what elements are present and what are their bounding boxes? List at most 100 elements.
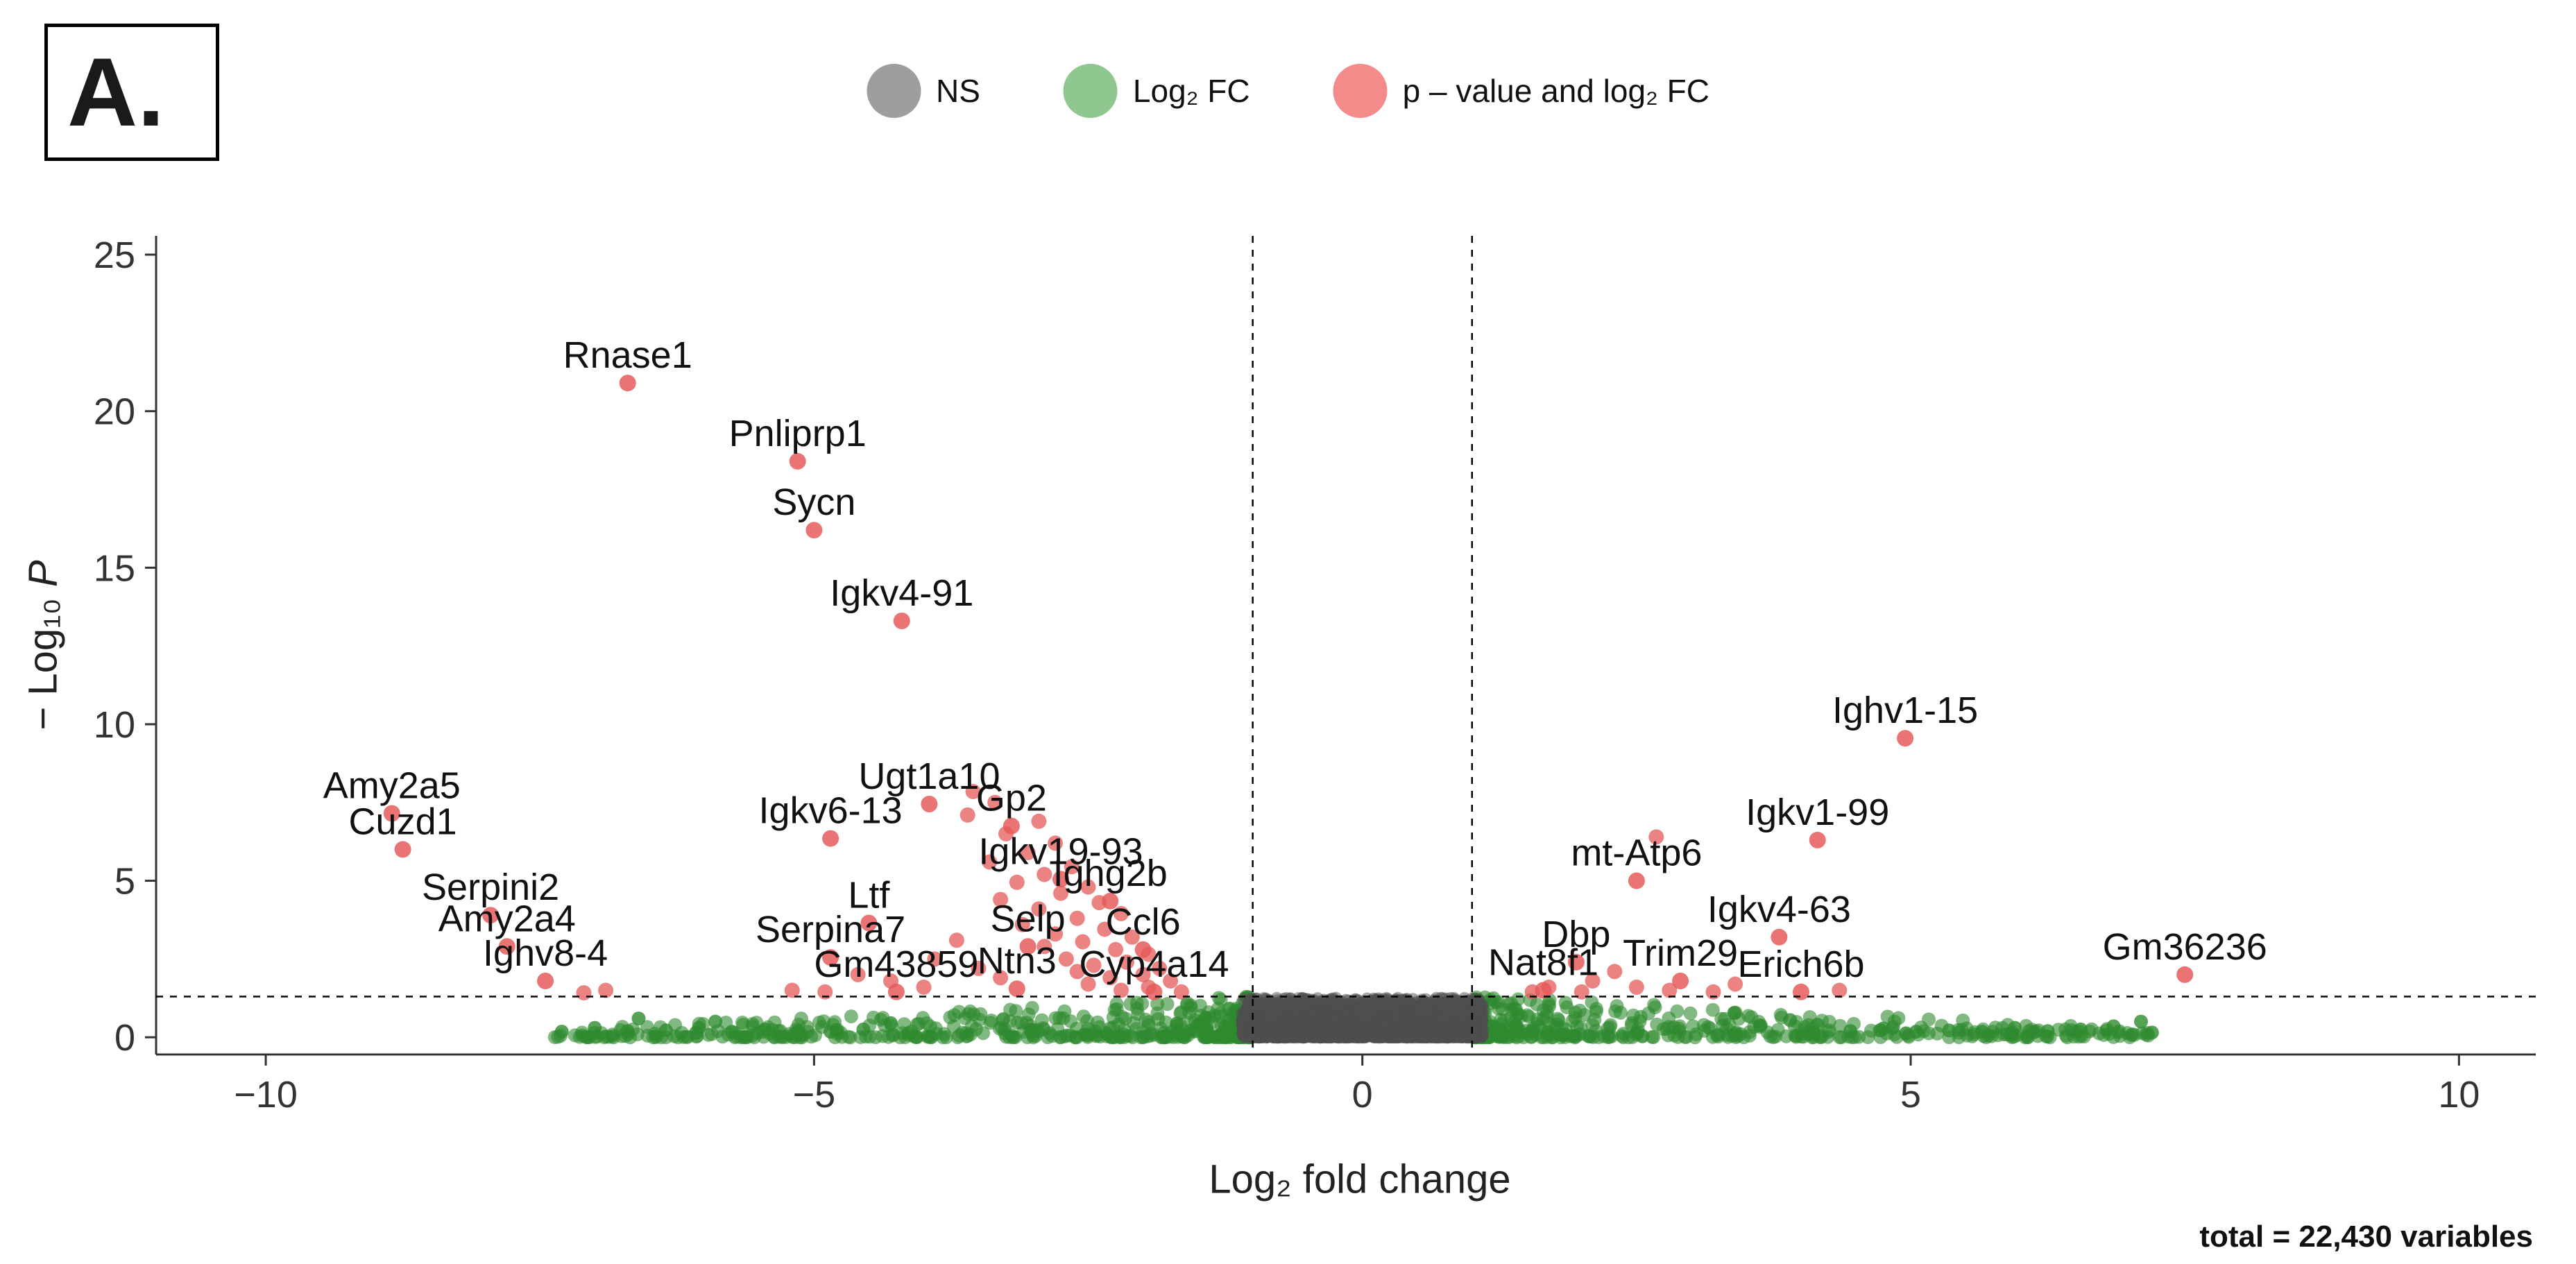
x-tick-label: −10 [234, 1074, 298, 1116]
significant-point [965, 784, 981, 799]
fc-point [1107, 1030, 1121, 1045]
significant-point [1102, 970, 1118, 986]
labeled-gene-point [482, 907, 500, 924]
panel-label-box: A. [44, 24, 219, 161]
fc-point [758, 1022, 772, 1036]
fc-point [1068, 1030, 1082, 1045]
fc-point [923, 1030, 938, 1045]
significant-point [598, 982, 614, 998]
fc-point [1585, 995, 1599, 1009]
fc-point [1180, 996, 1195, 1010]
significant-point [987, 794, 1003, 810]
fc-point [856, 1022, 871, 1036]
significant-point [1048, 835, 1064, 851]
ns-point [1317, 999, 1330, 1012]
fc-point [1118, 1011, 1133, 1026]
gene-label: Ighg2b [1053, 853, 1168, 894]
gene-labels: Rnase1 Pnliprp1 Sycn Igkv4-91 Ighv1-15 Amy2a5… [323, 334, 2267, 985]
labeled-gene-point [887, 983, 905, 1000]
fc-point [597, 1030, 611, 1045]
ns-point [1476, 998, 1489, 1011]
fc-point [1555, 1028, 1569, 1043]
labeled-gene-point [893, 613, 910, 629]
fc-point [2144, 1025, 2159, 1040]
labeled-gene-point [1134, 941, 1152, 958]
fc-point [1942, 1023, 1956, 1038]
ns-point [1352, 1031, 1365, 1044]
fc-point [1833, 1018, 1848, 1033]
fc-point [1109, 1002, 1124, 1016]
fc-point [1157, 1030, 1172, 1045]
gene-label: Nat8f1 [1488, 942, 1598, 984]
y-tick-label: 15 [94, 547, 135, 589]
ns-point [1236, 1014, 1249, 1027]
ns-point [1433, 1030, 1447, 1043]
fc-point [893, 1030, 907, 1045]
ns-point [1329, 1007, 1342, 1020]
labeled-gene-point [2176, 966, 2194, 983]
fc-point [1673, 1024, 1687, 1039]
fc-point [1728, 1028, 1742, 1042]
total-variables-caption: total = 22,430 variables [2199, 1220, 2533, 1254]
gene-label: Sycn [772, 481, 855, 523]
fc-point [1064, 1014, 1078, 1029]
fc-point [620, 1024, 635, 1039]
significant-point [959, 807, 975, 823]
fc-point [1608, 1004, 1623, 1018]
fc-point [1558, 996, 1573, 1010]
fc-point [1686, 1019, 1700, 1034]
fc-point [708, 1014, 723, 1029]
significant-point [850, 966, 866, 982]
legend-label-p-and-log2fc: p – value and log₂ FC [1402, 73, 1709, 109]
ns-point [1365, 1013, 1379, 1026]
y-tick-label: 20 [94, 391, 135, 433]
labeled-gene-point [383, 805, 400, 822]
significant-point [971, 960, 987, 976]
significant-point [1069, 964, 1085, 980]
fc-point [844, 1009, 858, 1024]
fc-point [1988, 1020, 2002, 1035]
significant-point [1031, 901, 1047, 917]
y-tick-label: 0 [114, 1017, 135, 1059]
significant-point [1585, 973, 1601, 989]
fc-point [1683, 1006, 1698, 1020]
fc-point [648, 1026, 663, 1041]
y-axis-title: − Log₁₀ P [20, 560, 67, 730]
fc-point [1573, 1027, 1587, 1041]
gene-label: Igkv6-13 [759, 790, 903, 832]
fc-point [1604, 1030, 1619, 1043]
gene-label: Cuzd1 [349, 801, 457, 842]
labeled-gene-point [1019, 938, 1037, 955]
fc-point [1789, 1030, 1803, 1044]
x-tick-label: 10 [2438, 1074, 2480, 1116]
significant-point [1124, 929, 1140, 945]
ns-point [1284, 995, 1297, 1008]
ns-point [1420, 1012, 1433, 1025]
fc-point [588, 1020, 602, 1035]
fc-point [1779, 1029, 1793, 1043]
fc-point [1656, 1022, 1671, 1036]
ns-point [1317, 1019, 1331, 1032]
fc-point [1021, 1007, 1036, 1022]
fc-point [1843, 1024, 1858, 1039]
fc-point [1645, 1030, 1660, 1044]
gene-label: Rnase1 [563, 334, 692, 376]
fc-point [1079, 1027, 1093, 1041]
labeled-gene-point [1003, 817, 1020, 835]
significant-point [1053, 885, 1068, 901]
labeled-gene-point [1102, 892, 1119, 909]
gene-label: Gp2 [976, 778, 1047, 819]
fc-point [1080, 1014, 1095, 1028]
labeled-gene-point [619, 375, 636, 392]
gene-label: Erich6b [1737, 943, 1864, 985]
significant-point [1648, 829, 1664, 845]
fc-point [952, 1005, 966, 1019]
labeled-gene-point [1535, 982, 1552, 999]
fc-point [659, 1023, 673, 1038]
gene-label: Ugt1a10 [858, 755, 1000, 797]
data-points [383, 375, 2194, 1045]
x-tick-label: 5 [1900, 1074, 1921, 1116]
gene-label: Selp [991, 898, 1066, 939]
fc-point [1630, 1023, 1645, 1036]
labeled-gene-point [1793, 983, 1809, 1000]
